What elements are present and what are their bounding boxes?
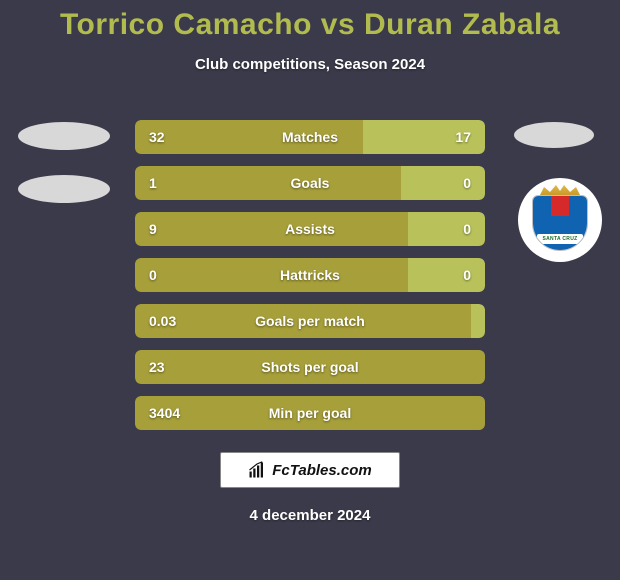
page-subtitle: Club competitions, Season 2024 [0, 56, 620, 73]
stat-row: 0Hattricks0 [135, 258, 485, 292]
stat-row-overlay: 1Goals0 [135, 166, 485, 200]
stat-label: Assists [189, 221, 431, 237]
stat-row-overlay: 3404Min per goal [135, 396, 485, 430]
crest-icon: SANTA CRUZ [525, 185, 595, 255]
stat-label: Min per goal [189, 405, 431, 421]
stat-label: Matches [189, 129, 431, 145]
stat-row-overlay: 0Hattricks0 [135, 258, 485, 292]
stat-row-overlay: 23Shots per goal [135, 350, 485, 384]
stat-row: 3404Min per goal [135, 396, 485, 430]
stat-value-left: 3404 [149, 405, 189, 421]
fctables-logo: FcTables.com [220, 452, 400, 488]
stat-value-right: 17 [431, 129, 471, 145]
stats-rows: 32Matches171Goals09Assists00Hattricks00.… [135, 120, 485, 442]
fctables-brand-text: FcTables.com [272, 462, 371, 479]
crest-crown-icon [540, 185, 580, 195]
stat-row: 23Shots per goal [135, 350, 485, 384]
stat-label: Hattricks [189, 267, 431, 283]
left-avatar-placeholder-1 [18, 122, 110, 150]
stat-label: Shots per goal [189, 359, 431, 375]
stat-value-right: 0 [431, 175, 471, 191]
stat-row: 1Goals0 [135, 166, 485, 200]
stat-value-right: 0 [431, 221, 471, 237]
bar-chart-icon [248, 461, 266, 479]
crest-stripe-3 [569, 196, 587, 216]
stat-row-overlay: 9Assists0 [135, 212, 485, 246]
footer-date: 4 december 2024 [250, 507, 371, 524]
left-avatar-placeholder-2 [18, 175, 110, 203]
stat-value-left: 23 [149, 359, 189, 375]
right-club-crest: SANTA CRUZ [518, 178, 602, 262]
stat-value-left: 1 [149, 175, 189, 191]
right-avatar-placeholder [514, 122, 594, 148]
crest-lower [533, 216, 587, 250]
stat-value-left: 0 [149, 267, 189, 283]
stat-label: Goals [189, 175, 431, 191]
stat-value-left: 32 [149, 129, 189, 145]
stat-value-right: 0 [431, 267, 471, 283]
page-title: Torrico Camacho vs Duran Zabala [0, 0, 620, 42]
stat-value-left: 0.03 [149, 313, 189, 329]
crest-stripe-1 [533, 196, 551, 216]
stat-row: 0.03Goals per match [135, 304, 485, 338]
stat-row: 32Matches17 [135, 120, 485, 154]
crest-banner: SANTA CRUZ [537, 234, 583, 244]
crest-body-icon: SANTA CRUZ [532, 195, 588, 251]
stat-value-left: 9 [149, 221, 189, 237]
crest-stripe-2 [551, 196, 569, 216]
stat-label: Goals per match [189, 313, 431, 329]
stat-row-overlay: 0.03Goals per match [135, 304, 485, 338]
stat-row-overlay: 32Matches17 [135, 120, 485, 154]
stat-row: 9Assists0 [135, 212, 485, 246]
